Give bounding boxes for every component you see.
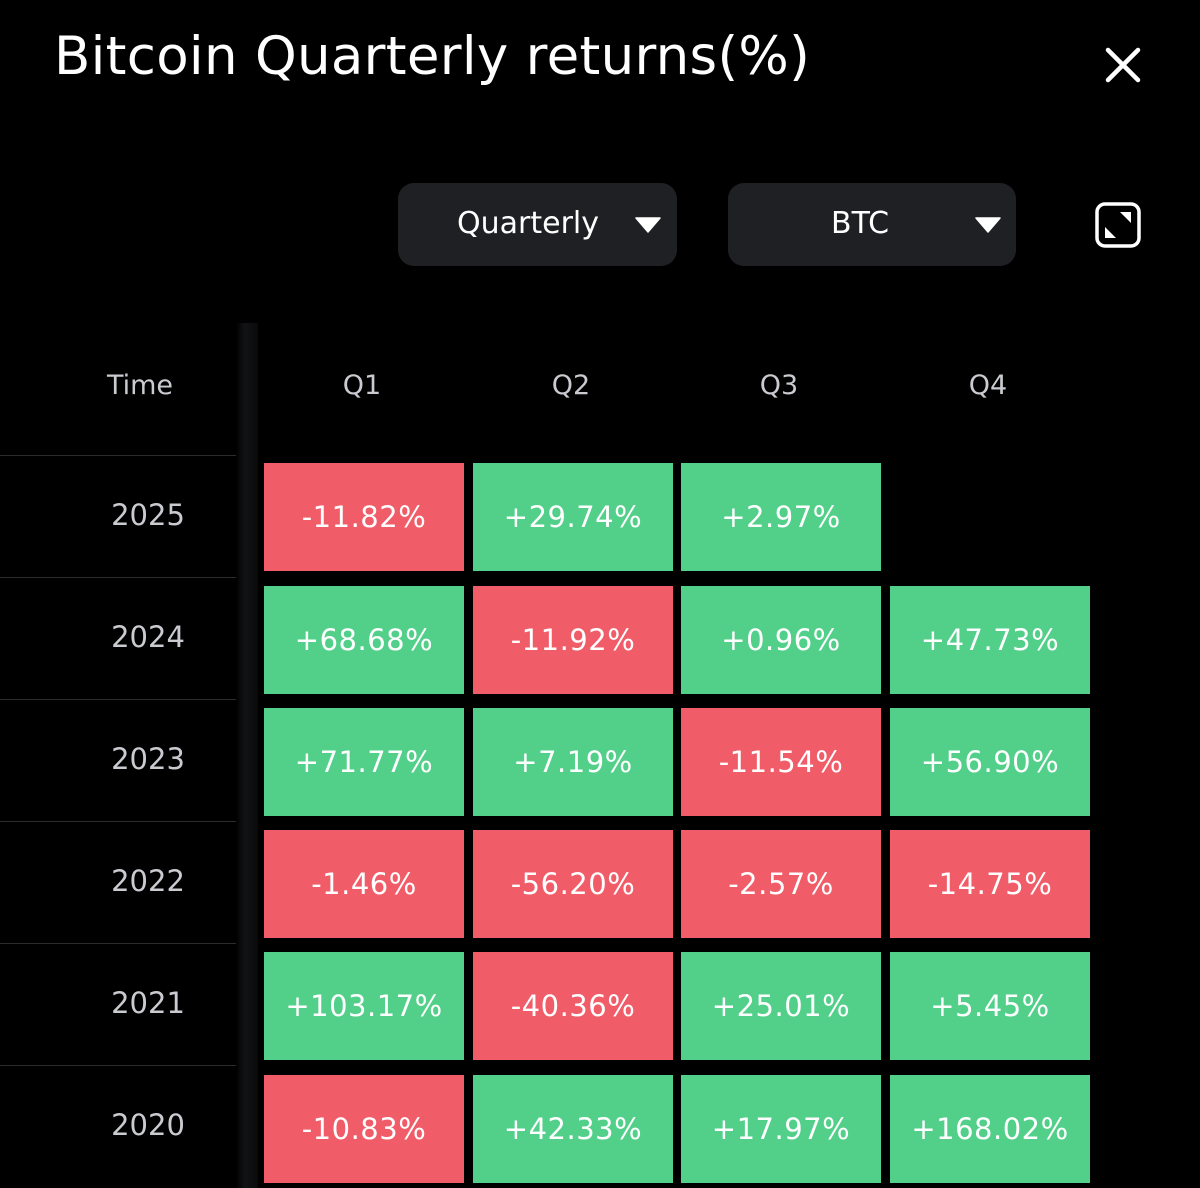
column-divider xyxy=(236,323,258,1188)
quarter-header-q2: Q2 xyxy=(551,370,591,401)
quarter-header-q1: Q1 xyxy=(342,370,382,401)
expand-button[interactable] xyxy=(1094,201,1142,249)
year-label: 2023 xyxy=(111,742,185,776)
quarter-header-q3: Q3 xyxy=(759,370,799,401)
caret-down-icon xyxy=(975,217,1001,233)
asset-dropdown-label: BTC xyxy=(831,206,890,241)
return-cell-2020-q2[interactable]: +42.33% xyxy=(473,1075,673,1183)
return-cell-2022-q1[interactable]: -1.46% xyxy=(264,830,464,938)
return-cell-2023-q1[interactable]: +71.77% xyxy=(264,708,464,816)
period-dropdown-label: Quarterly xyxy=(457,206,599,241)
return-cell-2024-q4[interactable]: +47.73% xyxy=(890,586,1090,694)
row-divider xyxy=(0,699,236,700)
close-icon xyxy=(1105,47,1141,83)
row-divider xyxy=(0,1065,236,1066)
page-title: Bitcoin Quarterly returns(%) xyxy=(54,26,811,87)
return-cell-2023-q2[interactable]: +7.19% xyxy=(473,708,673,816)
close-button[interactable] xyxy=(1098,40,1148,90)
return-cell-2021-q3[interactable]: +25.01% xyxy=(681,952,881,1060)
return-cell-2022-q3[interactable]: -2.57% xyxy=(681,830,881,938)
return-cell-2023-q3[interactable]: -11.54% xyxy=(681,708,881,816)
year-label: 2021 xyxy=(111,986,185,1020)
return-cell-2021-q4[interactable]: +5.45% xyxy=(890,952,1090,1060)
expand-icon xyxy=(1095,202,1141,248)
return-cell-2023-q4[interactable]: +56.90% xyxy=(890,708,1090,816)
return-cell-2024-q2[interactable]: -11.92% xyxy=(473,586,673,694)
caret-down-icon xyxy=(635,217,661,233)
year-label: 2024 xyxy=(111,620,185,654)
return-cell-2024-q1[interactable]: +68.68% xyxy=(264,586,464,694)
return-cell-2025-q2[interactable]: +29.74% xyxy=(473,463,673,571)
return-cell-2022-q4[interactable]: -14.75% xyxy=(890,830,1090,938)
row-divider xyxy=(0,943,236,944)
return-cell-2021-q2[interactable]: -40.36% xyxy=(473,952,673,1060)
year-label: 2022 xyxy=(111,864,185,898)
row-divider xyxy=(0,455,236,456)
time-column-header: Time xyxy=(106,370,174,401)
return-cell-2025-q3[interactable]: +2.97% xyxy=(681,463,881,571)
period-dropdown[interactable]: Quarterly xyxy=(398,183,677,266)
return-cell-2024-q3[interactable]: +0.96% xyxy=(681,586,881,694)
quarter-header-q4: Q4 xyxy=(968,370,1008,401)
return-cell-2021-q1[interactable]: +103.17% xyxy=(264,952,464,1060)
asset-dropdown[interactable]: BTC xyxy=(728,183,1016,266)
year-label: 2025 xyxy=(111,498,185,532)
return-cell-2020-q3[interactable]: +17.97% xyxy=(681,1075,881,1183)
return-cell-2020-q1[interactable]: -10.83% xyxy=(264,1075,464,1183)
return-cell-2025-q1[interactable]: -11.82% xyxy=(264,463,464,571)
return-cell-2020-q4[interactable]: +168.02% xyxy=(890,1075,1090,1183)
return-cell-2022-q2[interactable]: -56.20% xyxy=(473,830,673,938)
year-label: 2020 xyxy=(111,1108,185,1142)
row-divider xyxy=(0,821,236,822)
row-divider xyxy=(0,577,236,578)
